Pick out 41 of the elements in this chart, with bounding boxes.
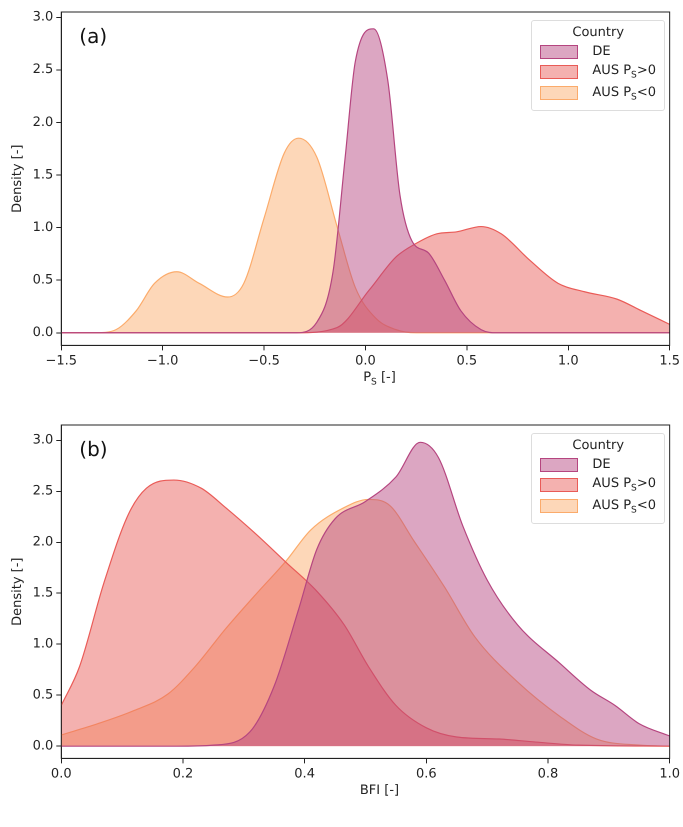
x-tick-label: 0.2 bbox=[172, 766, 194, 782]
y-tick-label: 0.0 bbox=[32, 325, 54, 340]
y-tick-label: 2.0 bbox=[32, 114, 54, 130]
annotation: (b) bbox=[79, 437, 108, 462]
x-tick-label: 0.5 bbox=[456, 354, 478, 369]
y-tick-label: 3.0 bbox=[32, 432, 54, 448]
y-tick-label: 0.5 bbox=[32, 688, 54, 703]
legend-label: AUS P$_{S}$>0 bbox=[592, 63, 656, 81]
x-tick-label: 0.8 bbox=[538, 766, 558, 782]
x-tick-label: −0.5 bbox=[248, 354, 280, 369]
x-tick-label: 1.0 bbox=[659, 766, 680, 782]
y-tick-label: 2.0 bbox=[32, 534, 54, 550]
y-tick-label: 1.5 bbox=[32, 167, 54, 182]
y-tick-label: 1.0 bbox=[32, 220, 54, 235]
y-tick-label: 2.5 bbox=[32, 484, 54, 499]
annotation: (a) bbox=[79, 24, 108, 48]
legend-label: AUS P$_{S}$<0 bbox=[592, 84, 656, 102]
legend-label: AUS P$_{S}$<0 bbox=[592, 498, 656, 516]
x-tick-label: 1.0 bbox=[558, 354, 579, 369]
y-tick-label: 3.0 bbox=[32, 10, 54, 25]
x-axis-title: P$_{S}$ [-] bbox=[362, 370, 397, 388]
legend-label: DE bbox=[592, 457, 611, 472]
y-axis-title: Density [-] bbox=[10, 144, 26, 213]
y-tick-label: 2.5 bbox=[32, 62, 54, 78]
legend-title: Country bbox=[571, 25, 626, 40]
x-tick-label: 0.0 bbox=[50, 766, 72, 782]
legend-title: Country bbox=[571, 438, 626, 453]
x-tick-label: 1.5 bbox=[659, 354, 680, 369]
x-tick-label: −1.5 bbox=[45, 354, 78, 369]
y-tick-label: 1.0 bbox=[32, 636, 54, 652]
legend-label: AUS P$_{S}$>0 bbox=[592, 476, 656, 494]
x-tick-label: 0.6 bbox=[416, 766, 437, 782]
x-axis-title: BFI [-] bbox=[358, 783, 400, 798]
x-tick-label: 0.4 bbox=[294, 766, 315, 782]
legend-label: DE bbox=[592, 44, 611, 59]
x-tick-label: 0.0 bbox=[355, 354, 376, 369]
y-tick-label: 0.0 bbox=[32, 738, 54, 754]
y-axis-title: Density [-] bbox=[10, 558, 26, 626]
y-tick-label: 1.5 bbox=[32, 586, 54, 601]
x-tick-label: −1.0 bbox=[146, 354, 178, 369]
y-tick-label: 0.5 bbox=[32, 272, 54, 288]
